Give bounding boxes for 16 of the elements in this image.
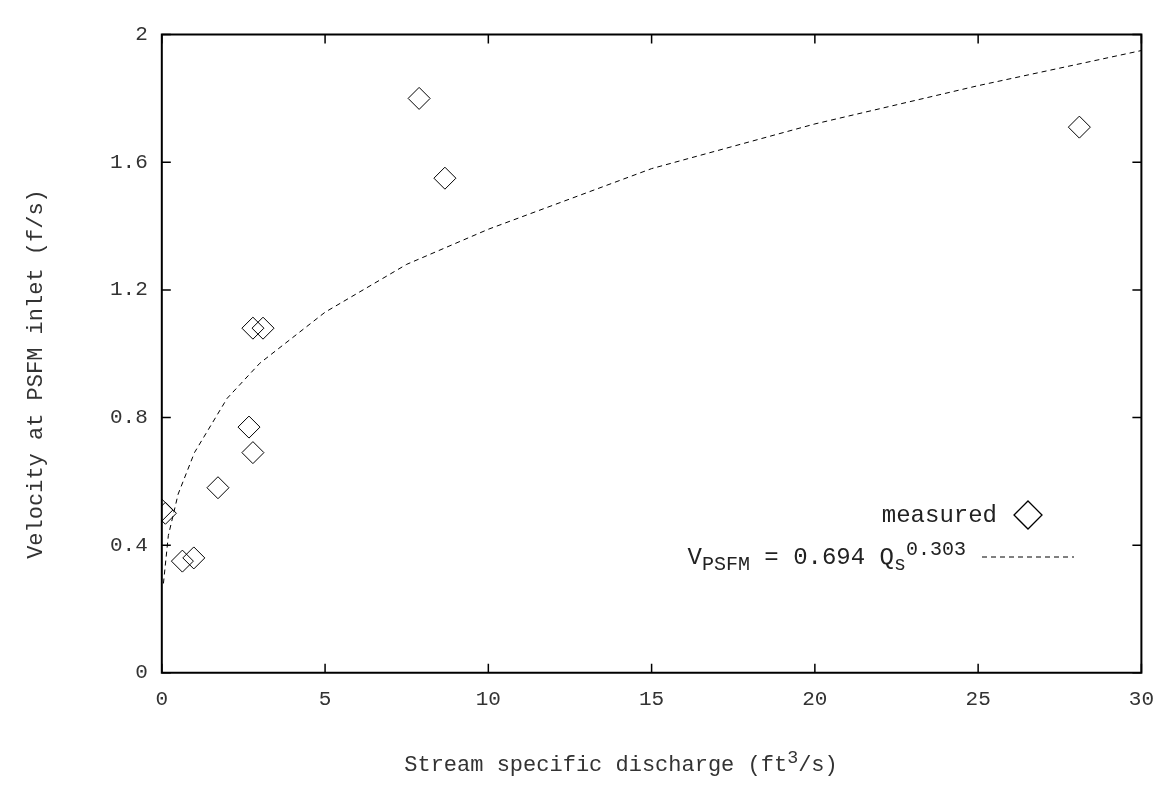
y-axis-title: Velocity at PSFM inlet (f/s) — [23, 189, 49, 559]
x-axis-title: Stream specific discharge (ft$^{3}$/s) — [403, 747, 839, 778]
x-tick-label: 20 — [802, 687, 828, 711]
y-tick-label: 1.2 — [109, 278, 148, 302]
y-tick-label: 0.8 — [109, 406, 148, 430]
y-tick-label: 0 — [135, 661, 148, 685]
y-tick-label: 2 — [135, 23, 148, 47]
x-tick-label: 30 — [1128, 687, 1155, 711]
x-tick-label: 15 — [638, 687, 665, 711]
x-tick-label: 0 — [155, 687, 169, 711]
x-tick-label: 10 — [475, 687, 501, 711]
y-tick-label: 1.6 — [109, 150, 148, 174]
x-tick-label: 5 — [318, 687, 332, 711]
x-tick-label: 25 — [965, 687, 991, 711]
y-tick-label: 0.4 — [109, 533, 148, 557]
legend-label: measured — [881, 501, 997, 529]
